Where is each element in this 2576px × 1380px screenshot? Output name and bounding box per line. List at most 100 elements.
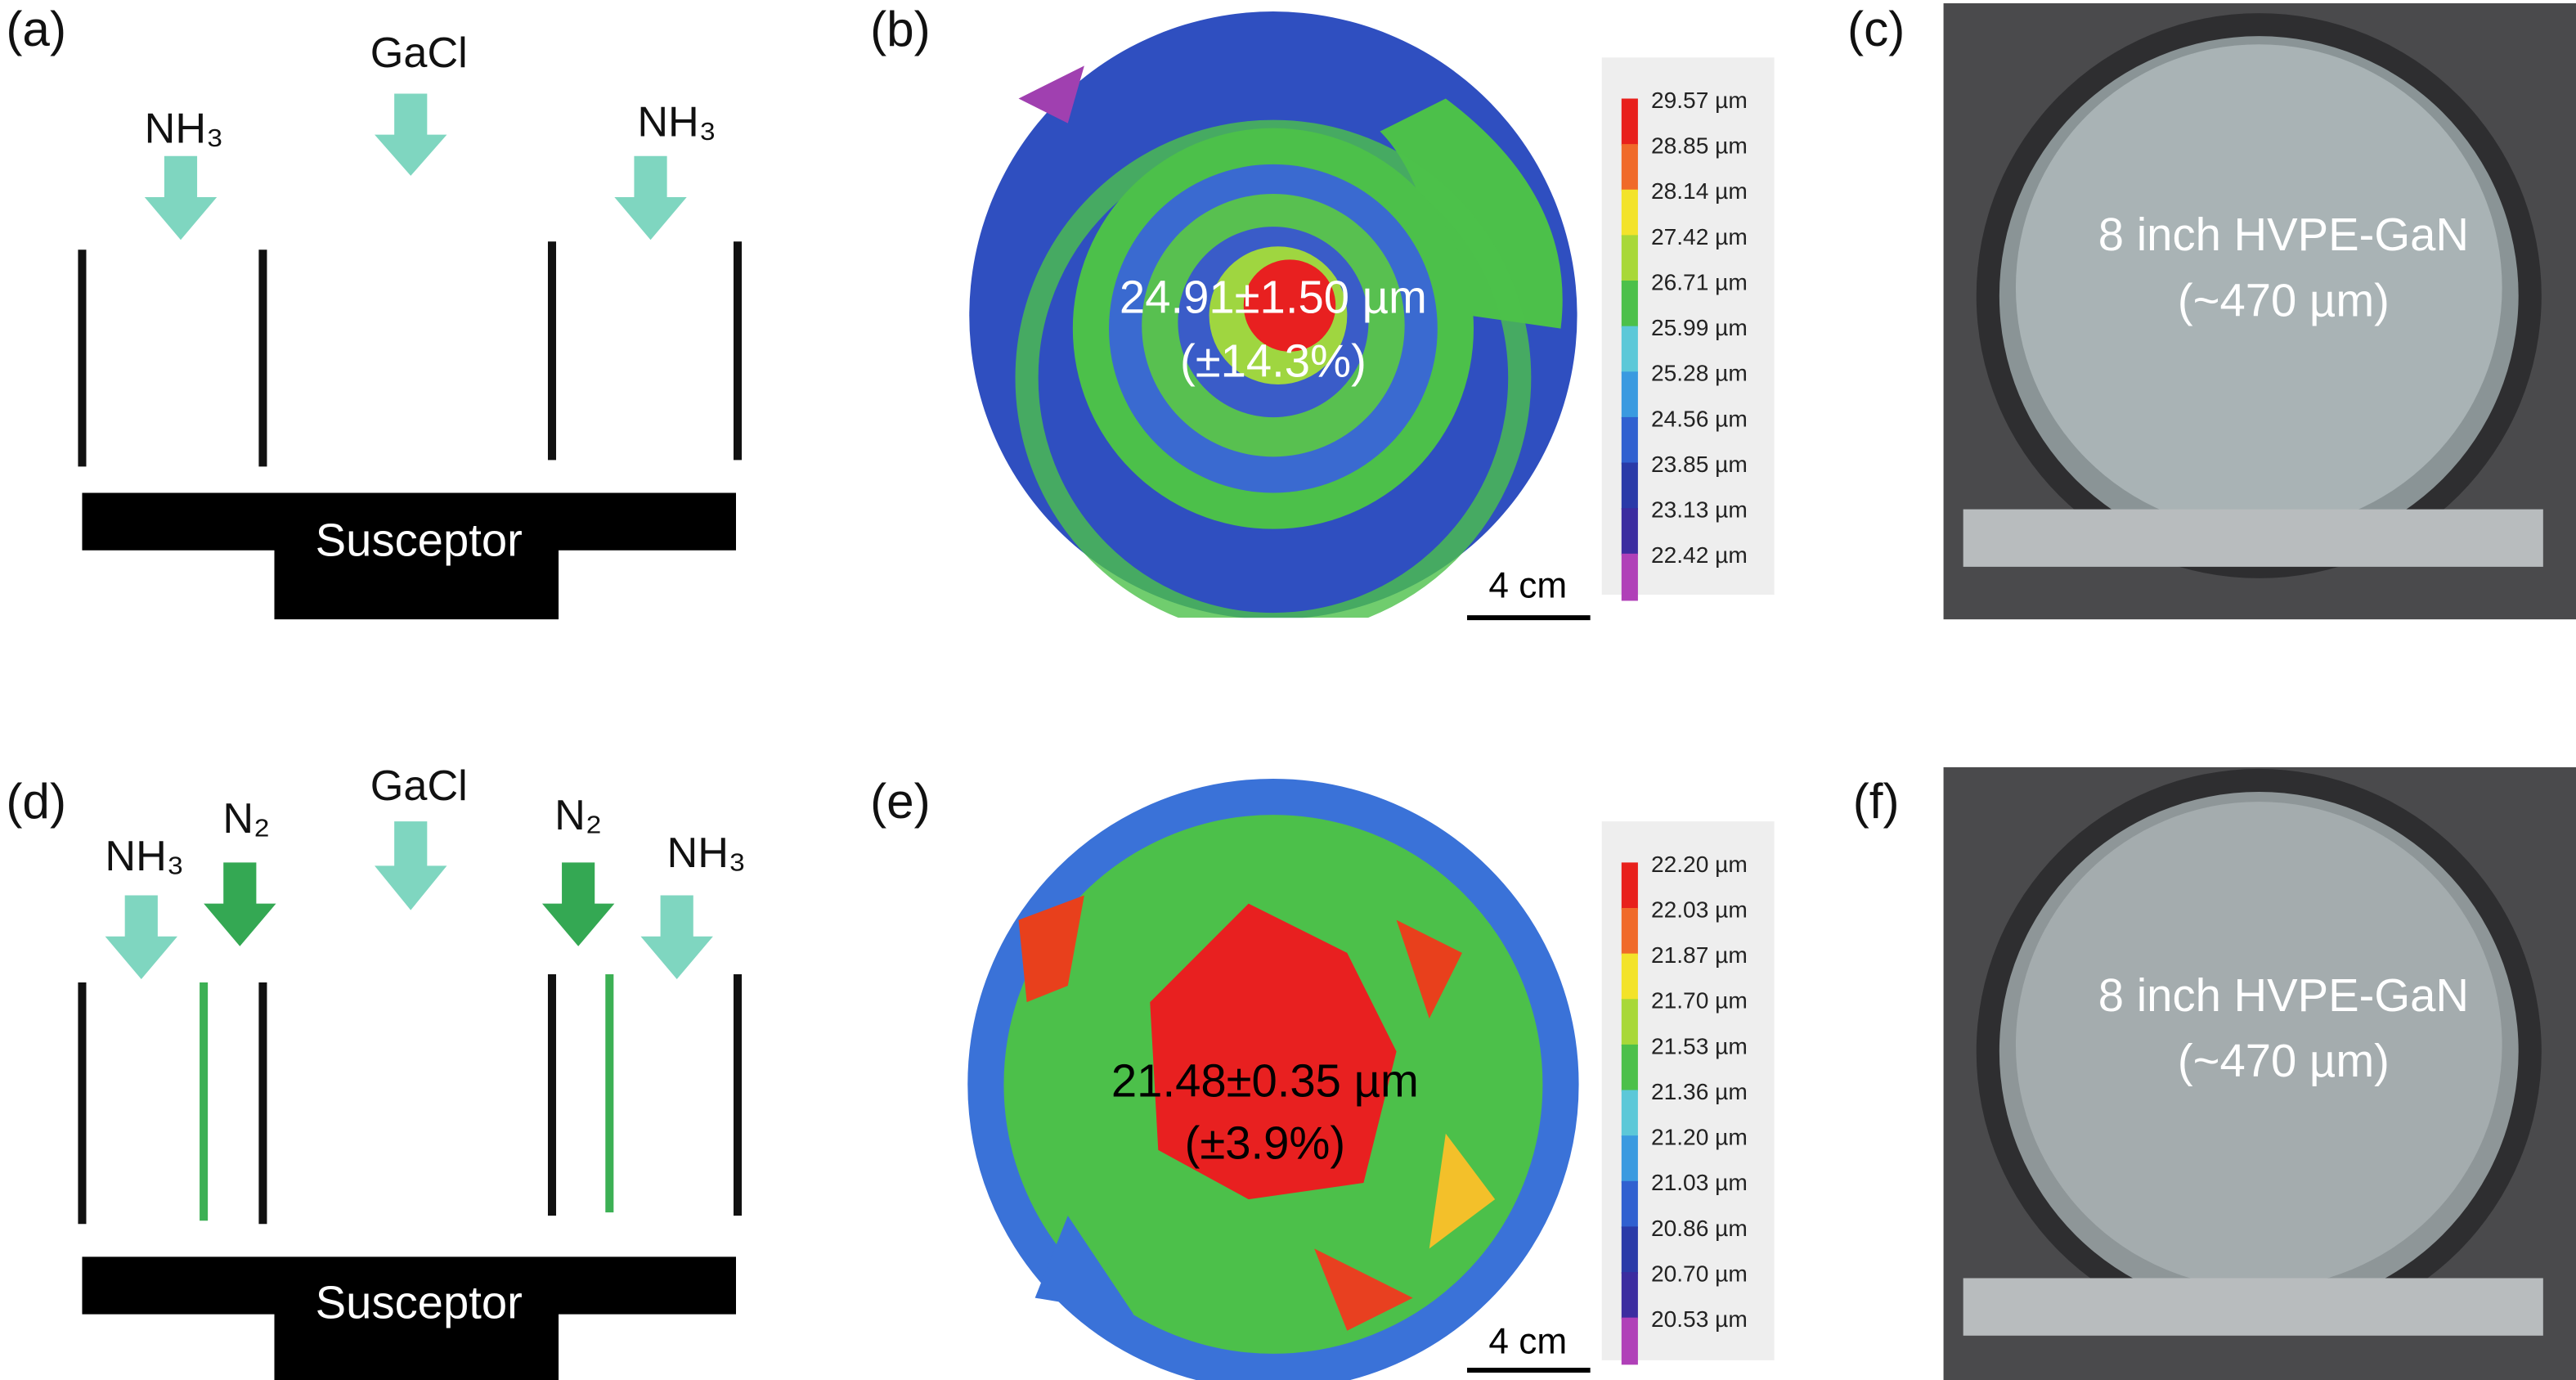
panel-f: (f) 8 inch HVPE-GaN (~470 µm)	[1853, 766, 2576, 1380]
text: NH₃	[105, 833, 184, 880]
text: (~470 µm)	[2178, 274, 2390, 326]
path	[1150, 903, 1397, 1200]
colorbar-swatch	[1621, 862, 1638, 910]
text: (±14.3%)	[1180, 335, 1367, 387]
colorbar-label: 25.28 µm	[1651, 361, 1748, 386]
panel-a: (a) NH₃ GaCl NH₃ Susceptor	[6, 1, 743, 620]
colorbar-swatch	[1621, 371, 1638, 419]
colorbar-swatch	[1621, 98, 1638, 146]
colorbar-swatch	[1621, 1044, 1638, 1092]
colorbar-swatch	[1621, 1180, 1638, 1229]
path	[1396, 919, 1462, 1019]
colorbar-label: 25.99 µm	[1651, 315, 1748, 340]
colorbar-swatch	[1621, 281, 1638, 328]
text: N₂	[222, 795, 270, 843]
path	[1018, 65, 1084, 124]
colorbar-label: 26.71 µm	[1651, 269, 1748, 294]
colorbar-swatch	[1621, 553, 1638, 601]
text: 4 cm	[1488, 566, 1567, 606]
panel-b: (b) 24.91±1.50 µm (±14.3%) 29.57 µm 28.85…	[870, 1, 1775, 621]
colorbar-swatch	[1621, 908, 1638, 955]
text: 24.91±1.50 µm	[1120, 271, 1427, 322]
colorbar-swatch	[1621, 326, 1638, 374]
polygon	[105, 895, 177, 979]
colorbar-label: 23.85 µm	[1651, 452, 1748, 477]
polygon	[640, 895, 713, 979]
polygon	[541, 862, 615, 946]
n2-arrows	[204, 862, 615, 946]
colorbar-label: 22.42 µm	[1651, 542, 1748, 568]
colorbar-label: 22.03 µm	[1651, 897, 1748, 922]
text: NH₃	[666, 829, 746, 877]
polygon	[375, 821, 447, 910]
polygon	[144, 155, 218, 240]
susceptor	[82, 492, 737, 620]
colorbar-label: 20.53 µm	[1651, 1306, 1748, 1332]
colorbar-swatch	[1621, 189, 1638, 237]
colorbar-label: 29.57 µm	[1651, 88, 1748, 113]
path	[1034, 1216, 1134, 1315]
wafer-map	[969, 11, 1577, 618]
arrows	[144, 93, 687, 240]
text: 8 inch HVPE-GaN	[2098, 969, 2469, 1021]
colorbar-swatch	[1621, 999, 1638, 1046]
colorbar-label: 21.20 µm	[1651, 1125, 1748, 1150]
colorbar-swatch	[1621, 235, 1638, 283]
text: N₂	[554, 792, 602, 839]
text: NH₃	[637, 98, 716, 146]
circle	[2015, 802, 2502, 1288]
colorbar: 22.20 µm 22.03 µm 21.87 µm 21.70 µm 21.53 µm…	[1621, 852, 1748, 1365]
circle	[2015, 44, 2502, 531]
colorbar-label: 20.86 µm	[1651, 1216, 1748, 1241]
text: NH₃	[145, 105, 224, 152]
colorbar-label: 21.03 µm	[1651, 1170, 1748, 1195]
text: Susceptor	[316, 515, 523, 566]
colorbar-label: 24.56 µm	[1651, 406, 1748, 431]
colorbar-label: 27.42 µm	[1651, 224, 1748, 249]
path	[1429, 1133, 1496, 1249]
text: (~470 µm)	[2178, 1035, 2390, 1086]
path	[1018, 895, 1084, 1003]
colorbar-label: 20.70 µm	[1651, 1261, 1748, 1286]
n2-walls	[200, 973, 614, 1221]
text: (±3.9%)	[1185, 1117, 1346, 1169]
text: Susceptor	[316, 1276, 523, 1328]
text: 4 cm	[1488, 1321, 1567, 1361]
panel-d: (d) NH₃ N₂ GaCl N₂ NH₃ Susceptor	[6, 762, 746, 1380]
text: (a)	[6, 1, 66, 56]
arrows	[105, 821, 713, 979]
colorbar-swatch	[1621, 1090, 1638, 1138]
panel-e: (e) 21.48±0.35 µm (±3.9%) 22.20 µm 22.03 …	[870, 773, 1775, 1380]
circle	[1243, 259, 1336, 352]
colorbar-label: 28.85 µm	[1651, 133, 1748, 159]
susceptor	[82, 1256, 737, 1380]
colorbar-label: 21.53 µm	[1651, 1033, 1748, 1059]
text: 8 inch HVPE-GaN	[2098, 209, 2469, 260]
ruler	[1963, 509, 2543, 567]
circle	[967, 779, 1579, 1380]
colorbar-label: 22.20 µm	[1651, 852, 1748, 877]
colorbar-swatch	[1621, 508, 1638, 555]
colorbar-label: 21.87 µm	[1651, 942, 1748, 968]
ruler	[1963, 1278, 2543, 1336]
text: (b)	[870, 1, 931, 56]
nozzle-walls	[78, 241, 743, 467]
text: (c)	[1847, 1, 1905, 56]
nozzle-walls	[78, 973, 743, 1225]
polygon	[204, 862, 276, 946]
text: GaCl	[370, 29, 468, 77]
colorbar-swatch	[1621, 416, 1638, 465]
text: (e)	[870, 773, 931, 829]
text: 21.48±0.35 µm	[1111, 1054, 1419, 1106]
colorbar-label: 23.13 µm	[1651, 497, 1748, 523]
colorbar: 29.57 µm 28.85 µm 28.14 µm 27.42 µm 26.71 µm…	[1621, 88, 1748, 601]
colorbar-swatch	[1621, 953, 1638, 1001]
path	[1314, 1248, 1413, 1331]
colorbar-swatch	[1621, 1135, 1638, 1183]
colorbar-swatch	[1621, 1317, 1638, 1365]
colorbar-label: 21.36 µm	[1651, 1079, 1748, 1104]
wafer-map	[967, 779, 1579, 1380]
